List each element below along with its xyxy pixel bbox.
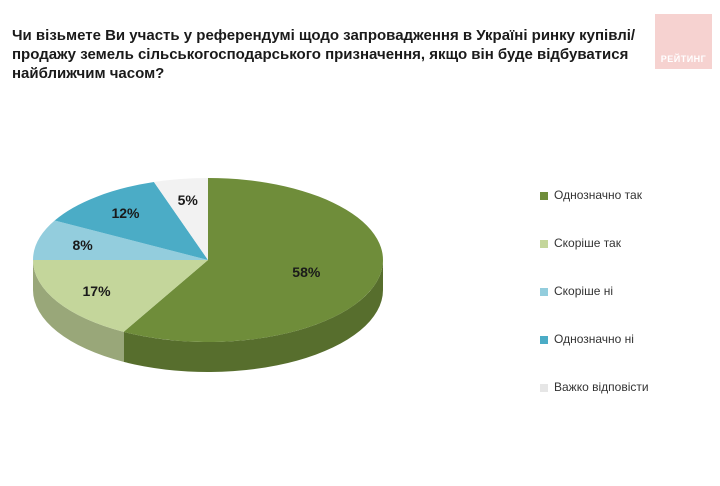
- pie-slice-side: [123, 260, 383, 372]
- chart-title: Чи візьмете Ви участь у референдумі щодо…: [12, 27, 636, 82]
- data-label: 8%: [72, 237, 93, 253]
- pie-slice: [123, 178, 384, 342]
- data-label: 5%: [178, 192, 199, 208]
- pie-slice: [33, 220, 208, 260]
- pie-slice-side: [33, 260, 124, 362]
- pie-slice: [153, 178, 208, 260]
- pie-slice: [54, 182, 208, 260]
- legend-swatch: [540, 336, 548, 344]
- pie-slice: [33, 260, 208, 332]
- data-label: 17%: [83, 283, 112, 299]
- data-label: 12%: [111, 205, 140, 221]
- legend-label: Однозначно так: [554, 188, 642, 202]
- legend-swatch: [540, 384, 548, 392]
- legend-swatch: [540, 240, 548, 248]
- legend-swatch: [540, 288, 548, 296]
- brand-logo: РЕЙТИНГ: [655, 14, 712, 69]
- data-label: 58%: [292, 264, 321, 280]
- legend-label: Однозначно ні: [554, 332, 634, 346]
- legend-label: Скоріше так: [554, 236, 621, 250]
- legend-label: Скоріше ні: [554, 284, 613, 298]
- legend-swatch: [540, 192, 548, 200]
- brand-logo-text: РЕЙТИНГ: [660, 54, 707, 64]
- legend-label: Важко відповісти: [554, 380, 649, 394]
